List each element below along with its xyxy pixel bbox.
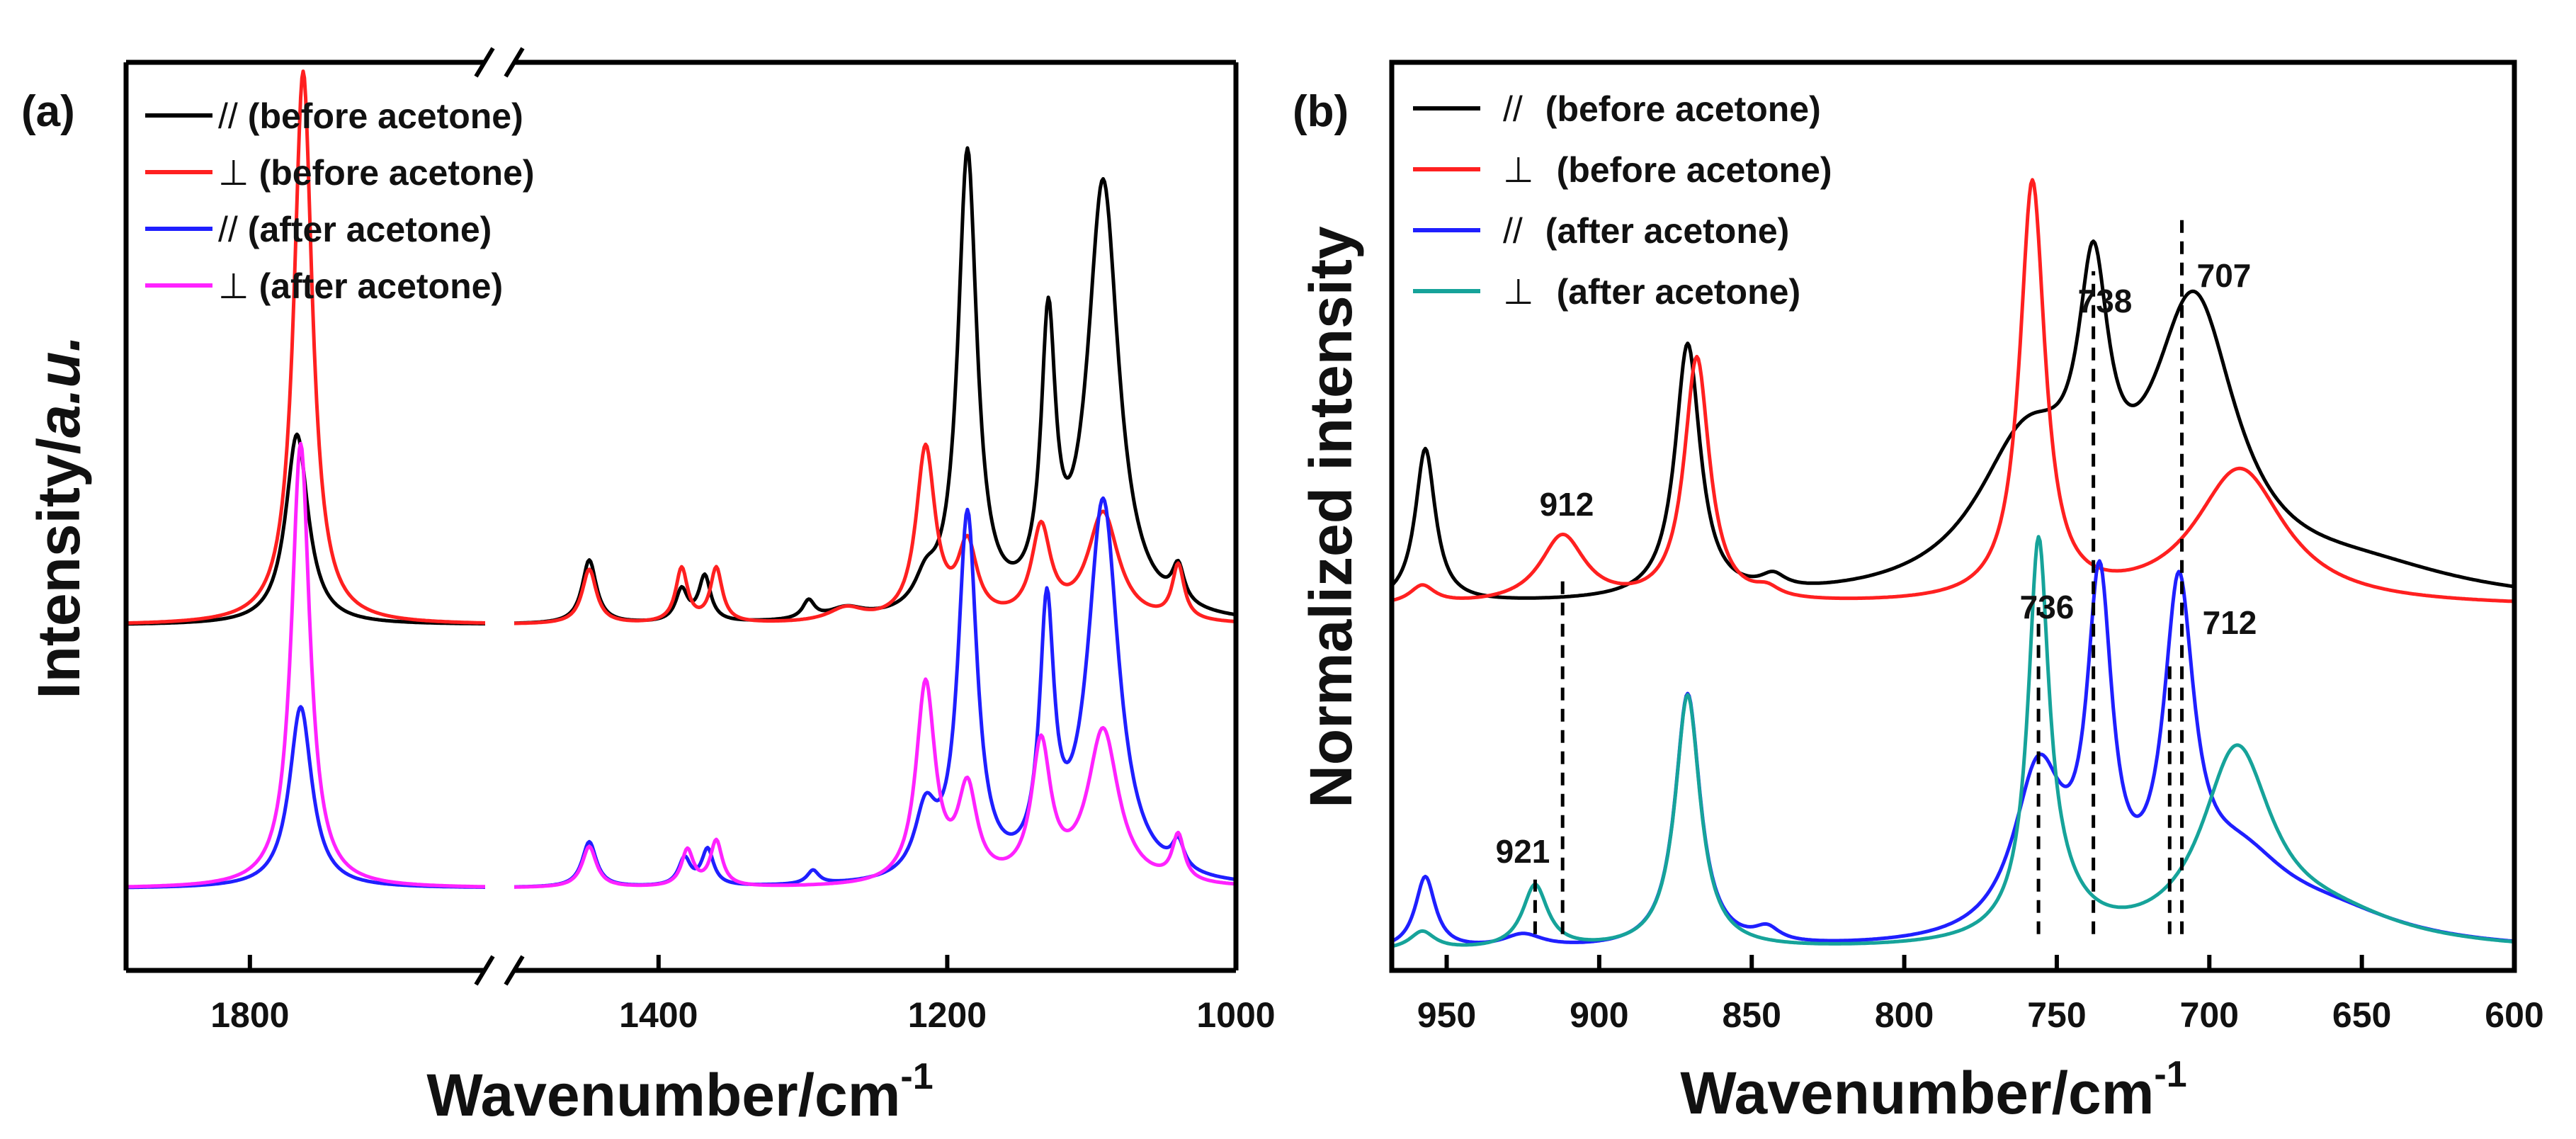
xtick-label-950: 950 xyxy=(1417,995,1476,1035)
series-4-segment-1 xyxy=(125,441,486,889)
annotation-921: 921 xyxy=(1496,833,1550,870)
panel-a-y-axis-label: Intensity/a.u. xyxy=(25,335,92,698)
legend-item-4: ⊥ (after acetone) xyxy=(1503,272,1800,312)
xtick-label-600: 600 xyxy=(2485,995,2543,1035)
panel-b-series xyxy=(1390,178,2515,948)
legend-item-1: //(before acetone) xyxy=(218,96,523,136)
series-3-segment-1 xyxy=(125,705,486,890)
series-2-line xyxy=(1391,178,2515,604)
xtick-label-1400: 1400 xyxy=(619,995,698,1035)
series-4-segment-2 xyxy=(514,677,1237,889)
xtick-label-850: 850 xyxy=(1723,995,1781,1035)
legend-item-2: ⊥ (before acetone) xyxy=(218,153,535,193)
xtick-label-900: 900 xyxy=(1570,995,1628,1035)
legend-item-4: ⊥ (after acetone) xyxy=(218,266,503,306)
panel-b-label: (b) xyxy=(1293,87,1349,136)
panel-a-series xyxy=(125,69,1237,890)
series-2-segment-2 xyxy=(514,442,1237,625)
series-1-segment-2 xyxy=(514,146,1237,625)
annotation-707: 707 xyxy=(2197,257,2252,294)
panel-a-label: (a) xyxy=(21,87,75,136)
panel-a-x-axis-label: Wavenumber/cm-1 xyxy=(426,1056,933,1128)
series-4-line xyxy=(1391,535,2515,948)
legend-item-1: //(before acetone) xyxy=(1503,89,1821,129)
xtick-label-1000: 1000 xyxy=(1196,995,1275,1035)
series-2-segment-1 xyxy=(125,69,486,625)
xtick-label-750: 750 xyxy=(2027,995,2086,1035)
panel-b-annotations: 912 921 736 738 707 712 xyxy=(1496,257,2257,870)
xtick-label-800: 800 xyxy=(1875,995,1934,1035)
axis-break-marks xyxy=(474,47,525,986)
annotation-912: 912 xyxy=(1540,486,1594,523)
legend-item-3: //(after acetone) xyxy=(218,210,492,249)
panel-b-frame xyxy=(1389,60,2517,973)
annotation-738: 738 xyxy=(2078,283,2133,319)
xtick-label-1800: 1800 xyxy=(210,995,289,1035)
annotation-736: 736 xyxy=(2020,589,2075,625)
legend-item-3: //(after acetone) xyxy=(1503,211,1789,251)
annotation-712: 712 xyxy=(2203,604,2257,641)
xtick-label-650: 650 xyxy=(2332,995,2391,1035)
panel-b-legend: //(before acetone) ⊥ (before acetone) //(… xyxy=(1413,89,1832,312)
panel-a: (a) 1800 1400 1200 1000 xyxy=(21,47,1276,1128)
xtick-label-1200: 1200 xyxy=(908,995,987,1035)
panel-b-y-axis-label: Normalized intensity xyxy=(1298,226,1364,808)
xtick-label-700: 700 xyxy=(2180,995,2239,1035)
panel-b-xticks: 950 900 850 800 750 700 650 600 xyxy=(1417,955,2544,1035)
panel-a-xticks: 1800 1400 1200 1000 xyxy=(210,955,1276,1035)
legend-item-2: ⊥ (before acetone) xyxy=(1503,150,1832,190)
panel-a-legend: //(before acetone) ⊥ (before acetone) //(… xyxy=(145,96,535,306)
series-1-line xyxy=(1390,239,2515,600)
panel-b-peak-markers xyxy=(1533,216,2184,934)
panel-b: (b) 950 900 850 800 750 700 650 600 912 xyxy=(1293,60,2544,1126)
panel-b-x-axis-label: Wavenumber/cm-1 xyxy=(1680,1054,2186,1126)
series-3-line xyxy=(1390,559,2515,944)
